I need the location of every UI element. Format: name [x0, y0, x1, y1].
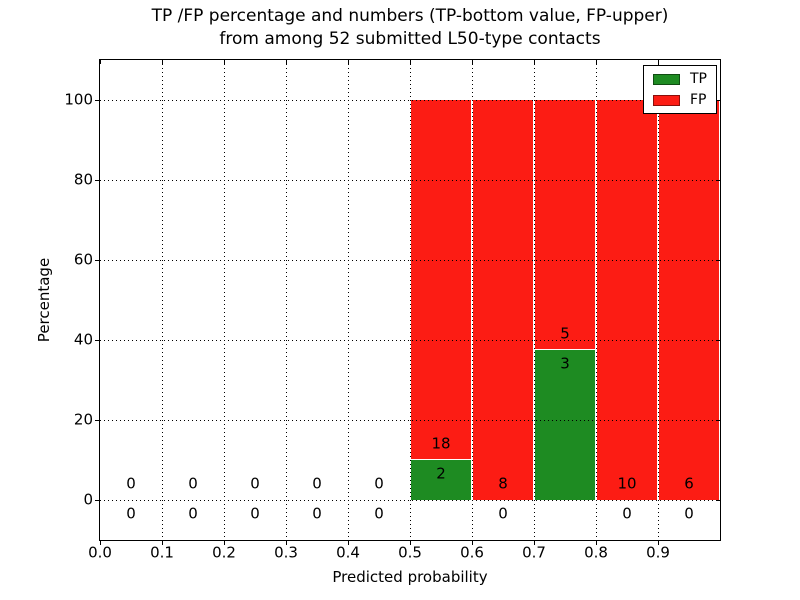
- tp-count-label: 0: [374, 504, 384, 523]
- y-tick-mark-left: [95, 500, 99, 501]
- x-tick-mark-top: [410, 60, 411, 64]
- x-tick-mark-bottom: [286, 541, 287, 545]
- x-tick-mark-bottom: [658, 541, 659, 545]
- fp-count-label: 8: [498, 474, 508, 493]
- y-tick-mark-left: [95, 260, 99, 261]
- x-tick-label: 0.6: [460, 543, 484, 562]
- tp-count-label: 0: [126, 504, 136, 523]
- gridline-vertical: [410, 60, 411, 540]
- y-tick-label: 0: [83, 490, 93, 509]
- x-tick-label: 0.8: [584, 543, 608, 562]
- fp-bar: [535, 100, 595, 349]
- x-tick-mark-top: [224, 60, 225, 64]
- gridline-vertical: [472, 60, 473, 540]
- fp-count-label: 0: [126, 474, 136, 493]
- x-tick-mark-top: [596, 60, 597, 64]
- x-tick-mark-top: [286, 60, 287, 64]
- y-tick-label: 20: [73, 410, 93, 429]
- tp-count-label: 0: [498, 504, 508, 523]
- tp-count-label: 3: [560, 354, 570, 373]
- tp-legend-label: TP: [690, 71, 707, 87]
- fp-legend-label: FP: [690, 92, 707, 108]
- fp-count-label: 0: [312, 474, 322, 493]
- gridline-vertical: [286, 60, 287, 540]
- x-tick-label: 0.1: [150, 543, 174, 562]
- gridline-vertical: [534, 60, 535, 540]
- tp-bar: [535, 350, 595, 500]
- tp-count-label: 0: [312, 504, 322, 523]
- fp-count-label: 10: [617, 474, 637, 493]
- x-tick-label: 0.0: [88, 543, 112, 562]
- x-tick-mark-top: [100, 60, 101, 64]
- fp-bar: [597, 100, 657, 500]
- plot-area: TP FP 0 0 0 0 0 0 0 0 0 0 18 2 8 0 5 3 10 0 6 0 0 20 40 60 80 100…: [64, 59, 721, 560]
- chart-title-line2: from among 52 submitted L50-type contact…: [219, 29, 601, 49]
- y-tick-label: 100: [64, 90, 93, 109]
- y-tick-label: 40: [73, 330, 93, 349]
- tp-legend-swatch-icon: [653, 73, 680, 85]
- chart-title-line1: TP /FP percentage and numbers (TP-bottom…: [151, 6, 669, 26]
- fp-count-label: 6: [684, 474, 694, 493]
- legend-item-fp: FP: [653, 93, 707, 107]
- x-tick-label: 0.5: [398, 543, 422, 562]
- x-axis-label: Predicted probability: [332, 568, 488, 586]
- y-tick-label: 80: [73, 170, 93, 189]
- y-tick-mark-left: [95, 180, 99, 181]
- x-tick-label: 0.7: [522, 543, 546, 562]
- gridline-vertical: [162, 60, 163, 540]
- fp-count-label: 0: [188, 474, 198, 493]
- y-tick-mark-right: [716, 340, 720, 341]
- gridline-vertical: [348, 60, 349, 540]
- gridline-vertical: [224, 60, 225, 540]
- x-tick-mark-bottom: [534, 541, 535, 545]
- x-tick-mark-bottom: [348, 541, 349, 545]
- fp-count-label: 0: [374, 474, 384, 493]
- fp-count-label: 18: [431, 434, 451, 453]
- x-tick-label: 0.4: [336, 543, 360, 562]
- y-tick-mark-right: [716, 180, 720, 181]
- x-tick-mark-top: [658, 60, 659, 64]
- fp-legend-swatch-icon: [653, 94, 680, 106]
- y-tick-mark-left: [95, 100, 99, 101]
- y-tick-mark-right: [716, 500, 720, 501]
- tp-count-label: 2: [436, 464, 446, 483]
- y-tick-mark-right: [716, 420, 720, 421]
- x-tick-mark-bottom: [100, 541, 101, 545]
- tp-count-label: 0: [622, 504, 632, 523]
- tp-count-label: 0: [250, 504, 260, 523]
- x-tick-mark-top: [472, 60, 473, 64]
- fp-count-label: 5: [560, 324, 570, 343]
- fp-bar: [659, 100, 719, 500]
- fp-bar: [473, 100, 533, 500]
- tp-count-label: 0: [684, 504, 694, 523]
- x-tick-mark-bottom: [162, 541, 163, 545]
- x-tick-mark-top: [162, 60, 163, 64]
- legend: TP FP: [643, 65, 717, 114]
- x-tick-label: 0.9: [646, 543, 670, 562]
- fp-count-label: 0: [250, 474, 260, 493]
- x-tick-mark-top: [348, 60, 349, 64]
- x-tick-mark-top: [534, 60, 535, 64]
- chart-title: TP /FP percentage and numbers (TP-bottom…: [90, 5, 730, 51]
- x-tick-mark-bottom: [224, 541, 225, 545]
- y-tick-mark-right: [716, 100, 720, 101]
- y-tick-label: 60: [73, 250, 93, 269]
- tp-bar: [411, 460, 471, 500]
- fp-bar: [411, 100, 471, 459]
- gridline-vertical: [658, 60, 659, 540]
- y-tick-mark-left: [95, 420, 99, 421]
- gridline-vertical: [596, 60, 597, 540]
- x-tick-mark-bottom: [410, 541, 411, 545]
- x-tick-label: 0.3: [274, 543, 298, 562]
- x-tick-mark-bottom: [472, 541, 473, 545]
- legend-item-tp: TP: [653, 72, 707, 86]
- y-axis-label: Percentage: [35, 257, 53, 343]
- tp-count-label: 0: [188, 504, 198, 523]
- x-tick-mark-bottom: [596, 541, 597, 545]
- x-tick-label: 0.2: [212, 543, 236, 562]
- y-tick-mark-left: [95, 340, 99, 341]
- y-tick-mark-right: [716, 260, 720, 261]
